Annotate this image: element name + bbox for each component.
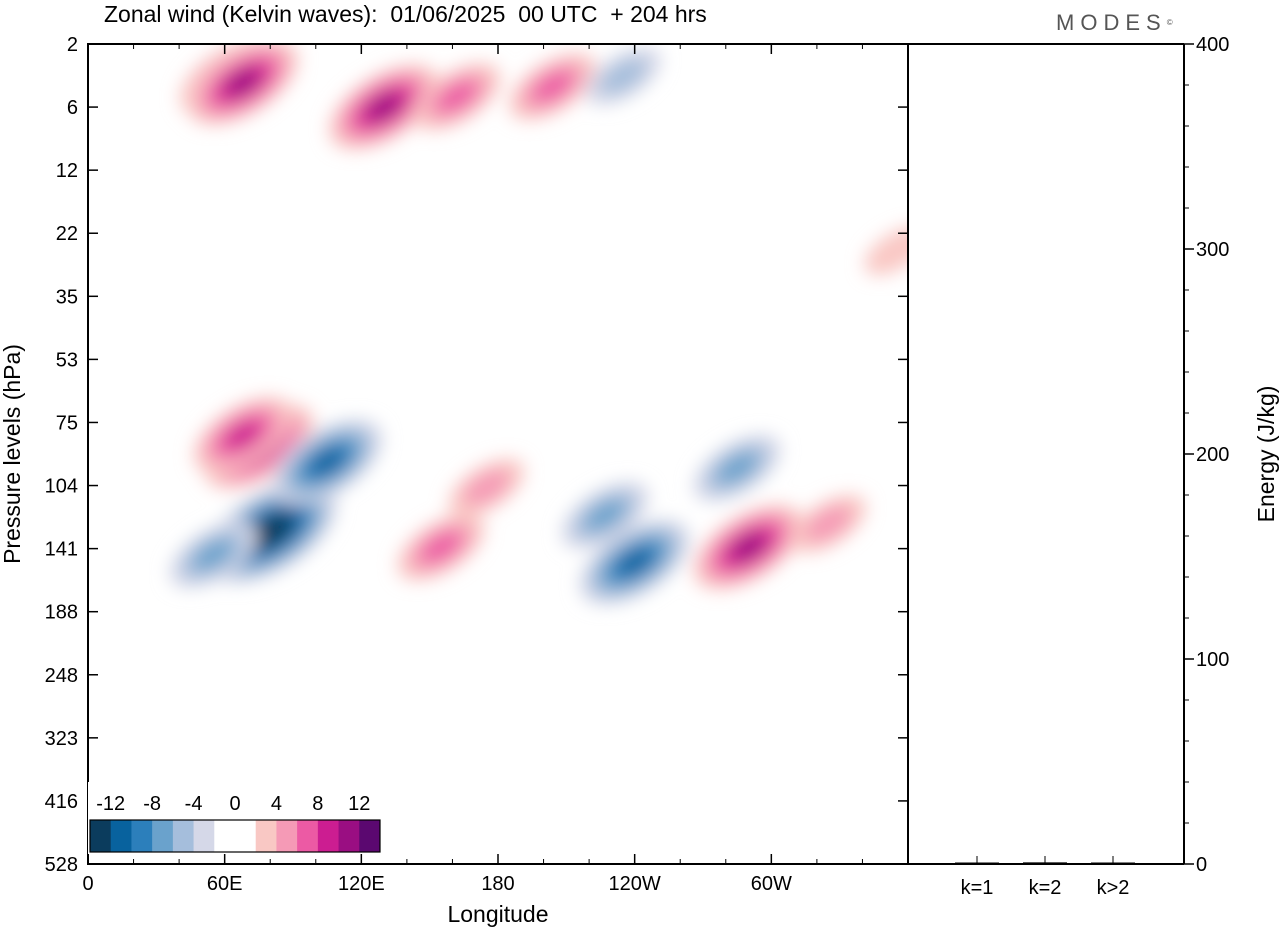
colorbar-swatch [359,820,381,852]
colorbar-label: 4 [271,793,282,815]
anomaly-feature [187,44,299,125]
colorbar-label: 8 [312,793,323,815]
brand-mark: © [1166,18,1173,27]
anomaly-feature [413,63,501,131]
energy-tick-label: 100 [1196,649,1229,671]
contour-level [864,226,908,275]
x-tick-label: 120E [338,873,385,895]
x-tick-label: 180 [481,873,514,895]
anomaly-feature [328,64,440,150]
contour-level [421,532,461,563]
y-tick-label: 416 [45,791,78,813]
contour-level [804,505,852,542]
y-tick-label: 35 [56,286,78,308]
energy-category-label: k=2 [1029,877,1062,899]
contour-level [225,421,261,449]
anomaly-feature [864,226,908,275]
y-tick-label: 6 [67,97,78,119]
colorbar-frame [89,819,381,853]
contour-level [732,534,765,560]
colorbar-swatch [214,820,236,852]
colorbar-label: 12 [348,793,370,815]
contour-level [368,94,400,120]
anomaly-feature [693,504,804,590]
anomaly-feature [169,521,258,589]
y-tick-label: 528 [45,854,78,876]
anomaly-feature [193,396,293,473]
colorbar-label: -8 [143,793,161,815]
energy-category-label: k=1 [961,877,994,899]
energy-category-label: k>2 [1097,877,1130,899]
contour-level [463,469,510,506]
anomaly-feature [271,419,383,505]
x-tick-label: 0 [82,873,93,895]
heatmap-shading [169,44,908,605]
energy-axis-label: Energy (J/kg) [1253,386,1279,523]
y-tick-label: 75 [56,412,78,434]
anomaly-feature [693,434,781,502]
x-tick-label: 60E [207,873,243,895]
colorbar-swatch [317,820,340,852]
energy-tick-label: 0 [1196,854,1207,876]
anomaly-feature [561,481,649,549]
anomaly-feature [790,494,867,553]
contour-level [618,550,651,575]
contour-level [533,71,573,102]
y-tick-label: 248 [45,665,78,687]
energy-tick-label: 400 [1196,34,1229,56]
y-tick-label: 22 [56,223,78,245]
y-tick-label: 53 [56,349,78,371]
colorbar-swatch [90,820,112,852]
colorbar-label: -12 [96,793,125,815]
colorbar-label: -4 [185,793,203,815]
energy-tick-label: 200 [1196,444,1229,466]
colorbar-swatch [152,820,174,852]
colorbar-swatch [131,820,153,852]
colorbar-swatch [297,820,319,852]
y-tick-label: 12 [56,160,78,182]
anomaly-feature [397,513,485,581]
colorbar-swatch [193,820,215,852]
y-tick-label: 104 [45,476,78,498]
anomaly-feature [585,47,662,106]
brand-text: MODES [1056,10,1167,35]
anomaly-feature [508,53,597,121]
contour-level [227,70,259,95]
contour-level [311,449,343,475]
energy-axes: 0 100 200 300 400 Energy (J/kg) k=1 k=2 k>2 [908,34,1279,899]
contour-level [256,520,285,543]
brand-logo: MODES© [1056,10,1173,36]
contour-level [193,539,233,570]
y-tick-label: 141 [45,539,78,561]
contour-level [717,453,757,483]
y-tick-label: 2 [67,34,78,56]
energy-tick-label: 300 [1196,239,1229,261]
x-tick-label: 120W [609,873,661,895]
anomaly-feature [448,458,525,517]
x-axis-label: Longitude [447,901,548,927]
contour-level [599,58,647,94]
y-tick-label: 188 [45,602,78,624]
colorbar-swatch [235,820,257,852]
colorbar-swatch [338,820,360,852]
heatmap-axes: 0 60E 120E 180 120W 60W 2 6 12 22 35 53 75 104 141 188 2… [0,34,909,927]
x-tick-label: 60W [751,873,792,895]
colorbar-label: 0 [229,793,240,815]
colorbar-swatch [255,820,277,852]
heatmap-field [169,44,908,605]
colorbar-swatch [172,820,195,852]
colorbar: -12 -8 -4 0 4 8 12 [88,782,382,854]
contour-level [437,81,477,112]
y-tick-label: 323 [45,728,78,750]
chart-title: Zonal wind (Kelvin waves): 01/06/2025 00… [104,1,707,27]
y-axis-label: Pressure levels (hPa) [0,344,25,564]
colorbar-swatch [276,820,298,852]
colorbar-swatch [110,820,132,852]
anomaly-feature [579,519,690,605]
contour-level [585,500,625,531]
